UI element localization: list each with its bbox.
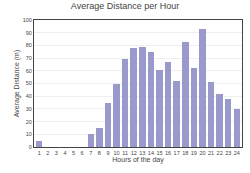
svg-text:4: 4: [63, 150, 66, 156]
svg-text:10: 10: [26, 131, 32, 137]
svg-text:9: 9: [106, 150, 109, 156]
svg-text:90: 90: [26, 30, 32, 36]
svg-text:5: 5: [72, 150, 75, 156]
svg-text:1: 1: [38, 150, 41, 156]
svg-text:3: 3: [55, 150, 58, 156]
svg-text:0: 0: [29, 144, 32, 150]
svg-text:21: 21: [208, 150, 214, 156]
svg-text:10: 10: [113, 150, 119, 156]
svg-text:22: 22: [217, 150, 223, 156]
svg-text:20: 20: [26, 119, 32, 125]
svg-text:24: 24: [234, 150, 240, 156]
svg-text:23: 23: [225, 150, 231, 156]
svg-text:60: 60: [26, 68, 32, 74]
svg-text:Hours of the day: Hours of the day: [112, 156, 164, 164]
svg-text:70: 70: [26, 55, 32, 61]
svg-text:12: 12: [131, 150, 137, 156]
svg-text:2: 2: [46, 150, 49, 156]
svg-text:13: 13: [139, 150, 145, 156]
svg-text:20: 20: [199, 150, 205, 156]
svg-text:30: 30: [26, 106, 32, 112]
svg-text:40: 40: [26, 93, 32, 99]
svg-text:14: 14: [148, 150, 154, 156]
svg-text:16: 16: [165, 150, 171, 156]
svg-text:80: 80: [26, 42, 32, 48]
svg-text:Average Distance (m): Average Distance (m): [13, 50, 21, 118]
svg-text:7: 7: [89, 150, 92, 156]
svg-text:50: 50: [26, 80, 32, 86]
svg-text:8: 8: [98, 150, 101, 156]
svg-text:18: 18: [182, 150, 188, 156]
svg-text:6: 6: [81, 150, 84, 156]
svg-text:17: 17: [174, 150, 180, 156]
svg-text:Average Distance per Hour: Average Distance per Hour: [71, 1, 179, 11]
svg-text:100: 100: [23, 17, 32, 23]
svg-text:11: 11: [122, 150, 128, 156]
svg-text:15: 15: [156, 150, 162, 156]
svg-text:19: 19: [191, 150, 197, 156]
